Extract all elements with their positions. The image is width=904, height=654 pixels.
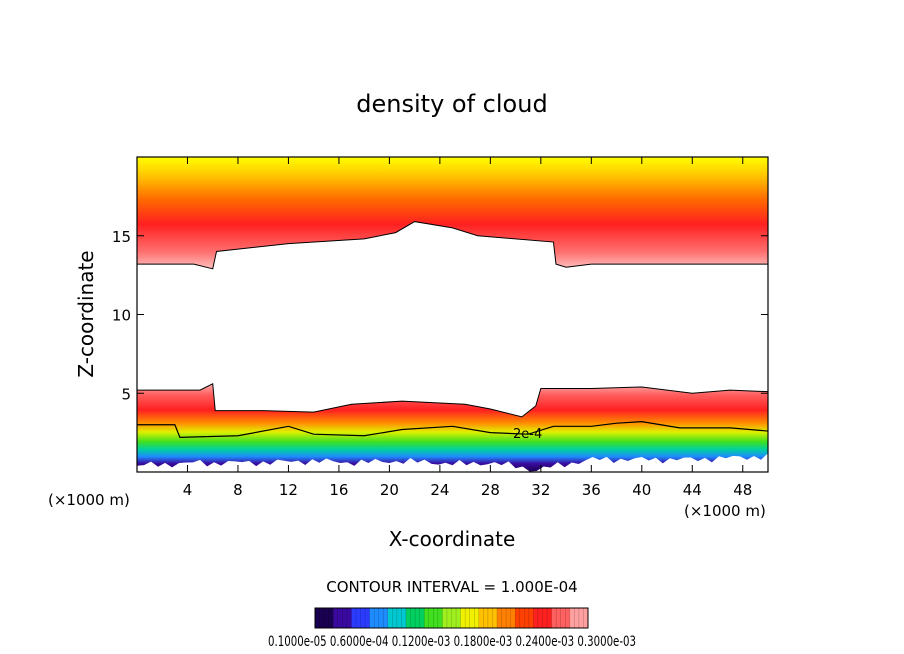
colorbar-cell [456,608,462,628]
colorbar-cell [378,608,384,628]
colorbar-cell [383,608,389,628]
colorbar-cell [315,608,321,628]
x-tick-label: 12 [279,481,298,499]
plot-area [137,157,768,472]
colorbar-cell [460,608,466,628]
colorbar-cell [337,608,343,628]
upper-cloud-layer [137,157,768,269]
colorbar-cell [355,608,361,628]
colorbar-cell [369,608,375,628]
colorbar-cell [551,608,557,628]
colorbar-cell [360,608,366,628]
chart-title: density of cloud [356,90,547,118]
x-tick-label: 48 [733,481,752,499]
x-tick-label: 24 [430,481,449,499]
colorbar-cell [501,608,507,628]
colorbar-cell [392,608,398,628]
colorbar-cell [424,608,430,628]
colorbar-cell [519,608,525,628]
colorbar-cell [565,608,571,628]
colorbar-cell [483,608,489,628]
colorbar-cell [547,608,553,628]
colorbar-cell [510,608,516,628]
colorbar-cell [574,608,580,628]
colorbar-cell [497,608,503,628]
contour-interval-text: CONTOUR INTERVAL = 1.000E-04 [326,578,577,596]
y-tick-label: 5 [121,385,131,403]
lower-cloud-layer [137,383,768,472]
colorbar-labels: 0.1000e-05 0.6000e-04 0.1200e-03 0.1800e… [268,634,636,650]
y-tick-label: 15 [112,228,131,246]
colorbar-cell [346,608,352,628]
colorbar-cell [451,608,457,628]
colorbar-cell [324,608,330,628]
colorbar-cell [537,608,543,628]
colorbar-cell [396,608,402,628]
x-tick-label: 32 [531,481,550,499]
colorbar-cell [528,608,534,628]
colorbar-cell [556,608,562,628]
colorbar-cell [487,608,493,628]
x-tick-label: 40 [632,481,651,499]
colorbar-cell [419,608,425,628]
colorbar-cell [342,608,348,628]
x-ticks: 4 8 12 16 20 24 28 32 36 40 44 48 [183,157,752,499]
lower-layer-edge [137,383,768,418]
colorbar-cell [465,608,471,628]
colorbar [314,608,589,628]
x-tick-label: 20 [380,481,399,499]
colorbar-cell [442,608,448,628]
colorbar-cell [365,608,371,628]
colorbar-cell [428,608,434,628]
x-unit-right: (×1000 m) [684,502,766,520]
colorbar-cell [515,608,521,628]
x-unit-left: (×1000 m) [48,491,130,509]
colorbar-cell [387,608,393,628]
colorbar-cell [319,608,325,628]
colorbar-cell [569,608,575,628]
y-tick-label: 10 [112,307,131,325]
contour-2e-4 [137,420,768,438]
colorbar-cell [506,608,512,628]
contour-label: 2e-4 [513,427,542,442]
colorbar-cell [492,608,498,628]
colorbar-cell [446,608,452,628]
x-tick-label: 4 [183,481,193,499]
colorbar-cell [474,608,480,628]
x-tick-label: 28 [481,481,500,499]
colorbar-cell [415,608,421,628]
x-tick-label: 44 [683,481,702,499]
colorbar-cell [410,608,416,628]
upper-layer-edge [137,221,768,270]
colorbar-cell [542,608,548,628]
y-axis-label: Z-coordinate [74,250,98,377]
colorbar-cell [374,608,380,628]
colorbar-cell [433,608,439,628]
colorbar-cell [583,608,589,628]
colorbar-cell [524,608,530,628]
colorbar-cell [478,608,484,628]
x-tick-label: 16 [329,481,348,499]
colorbar-cell [351,608,357,628]
colorbar-cell [401,608,407,628]
colorbar-cell [406,608,412,628]
colorbar-cell [469,608,475,628]
y-ticks: 5 10 15 [112,228,768,403]
colorbar-cell [578,608,584,628]
colorbar-cell [437,608,443,628]
colorbar-cell [560,608,566,628]
colorbar-cell [328,608,334,628]
x-tick-label: 36 [582,481,601,499]
x-axis-label: X-coordinate [389,527,516,551]
colorbar-cell [533,608,539,628]
colorbar-cell [333,608,339,628]
colorbar-frame [314,607,589,629]
x-tick-label: 8 [233,481,243,499]
